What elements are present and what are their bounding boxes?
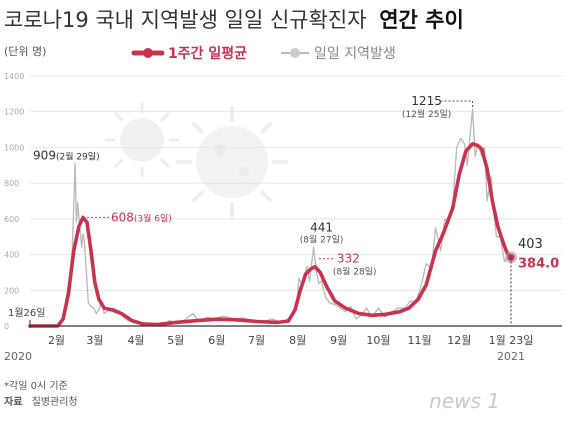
annotation-1215-value: 1215 [411, 94, 442, 108]
x-tick-label: 2월 [48, 334, 65, 347]
x-tick-label: 5월 [167, 334, 184, 347]
annotation-1215-date: (12월 25일) [402, 108, 451, 120]
legend-daily-marker [290, 48, 300, 58]
unit-label: (단위 명) [4, 45, 46, 58]
annotations: 909(2월 29일) 608(3월 6일) 441(8월 27일) 332(8월 2… [33, 94, 559, 326]
annotation-332-date: (8월 28일) [333, 266, 377, 278]
avg-line [28, 142, 513, 328]
footer-source-label: 자료 [4, 395, 22, 408]
x-tick-label: 4월 [127, 334, 144, 347]
legend-daily-label: 일일 지역발생 [314, 46, 396, 62]
chart-title-normal: 코로나19 국내 지역발생 일일 신규확진자 [4, 8, 367, 32]
x-tick-label: 11월 [408, 334, 432, 347]
x-tick-label: 8월 [289, 334, 306, 347]
footer-note: *각일 0시 기준 [4, 380, 68, 392]
chart-title-bold: 연간 추이 [379, 8, 464, 32]
news1-logo: news 1 [429, 389, 500, 413]
annotation-441-date: (8월 27일) [300, 233, 344, 245]
start-date-label: 1월26일 [8, 307, 46, 319]
avg-series [28, 142, 513, 328]
legend-avg-marker [143, 48, 153, 58]
year-label-2021: 2021 [497, 350, 525, 363]
y-tick-label: 1000 [4, 143, 24, 152]
x-tick-label: 7월 [248, 334, 265, 347]
virus-icon-small [104, 102, 180, 178]
chart-title: 코로나19 국내 지역발생 일일 신규확진자 연간 추이 [4, 8, 464, 32]
footer-source-value: 질병관리청 [32, 396, 78, 408]
year-label-2020: 2020 [4, 350, 32, 363]
y-tick-label: 600 [4, 215, 19, 224]
virus-illustration [104, 102, 288, 218]
y-tick-label: 1400 [4, 72, 24, 81]
footer-source: 자료 질병관리청 [4, 395, 78, 408]
x-tick-label: 1월 23일 [489, 333, 534, 347]
annotation-403-value: 403 [518, 237, 543, 252]
annotation-909: 909(2월 29일) [33, 149, 100, 163]
annotation-441-value: 441 [310, 220, 333, 234]
annotation-608: 608(3월 6일) [111, 210, 172, 224]
news1-logo-text: news 1 [429, 389, 500, 413]
legend-avg-label: 1주간 일평균 [168, 45, 247, 62]
x-tick-label: 6월 [208, 334, 225, 347]
legend: 1주간 일평균 일일 지역발생 [131, 45, 396, 62]
grid: 0 200 400 600 800 1000 1200 1400 [4, 72, 562, 331]
x-tick-label: 3월 [86, 334, 103, 347]
y-tick-label: 200 [4, 286, 19, 295]
annotation-384-value: 384.0 [518, 256, 559, 271]
y-tick-label: 1200 [4, 108, 24, 117]
annotation-332-value: 332 [337, 252, 360, 266]
daily-line [30, 108, 512, 327]
x-tick-label: 10월 [366, 334, 390, 347]
virus-icon-large [176, 106, 288, 218]
y-tick-label: 800 [4, 179, 19, 188]
x-tick-label: 9월 [330, 334, 347, 347]
x-tick-label: 12월 [447, 334, 471, 347]
x-axis: 1월26일 2월 3월 4월 5월 6월 7월 8월 9월 10월 11월 12월 1월 23일 2020… [4, 307, 562, 363]
y-tick-label: 0 [4, 322, 9, 331]
y-tick-label: 400 [4, 251, 19, 260]
daily-series [30, 108, 512, 327]
